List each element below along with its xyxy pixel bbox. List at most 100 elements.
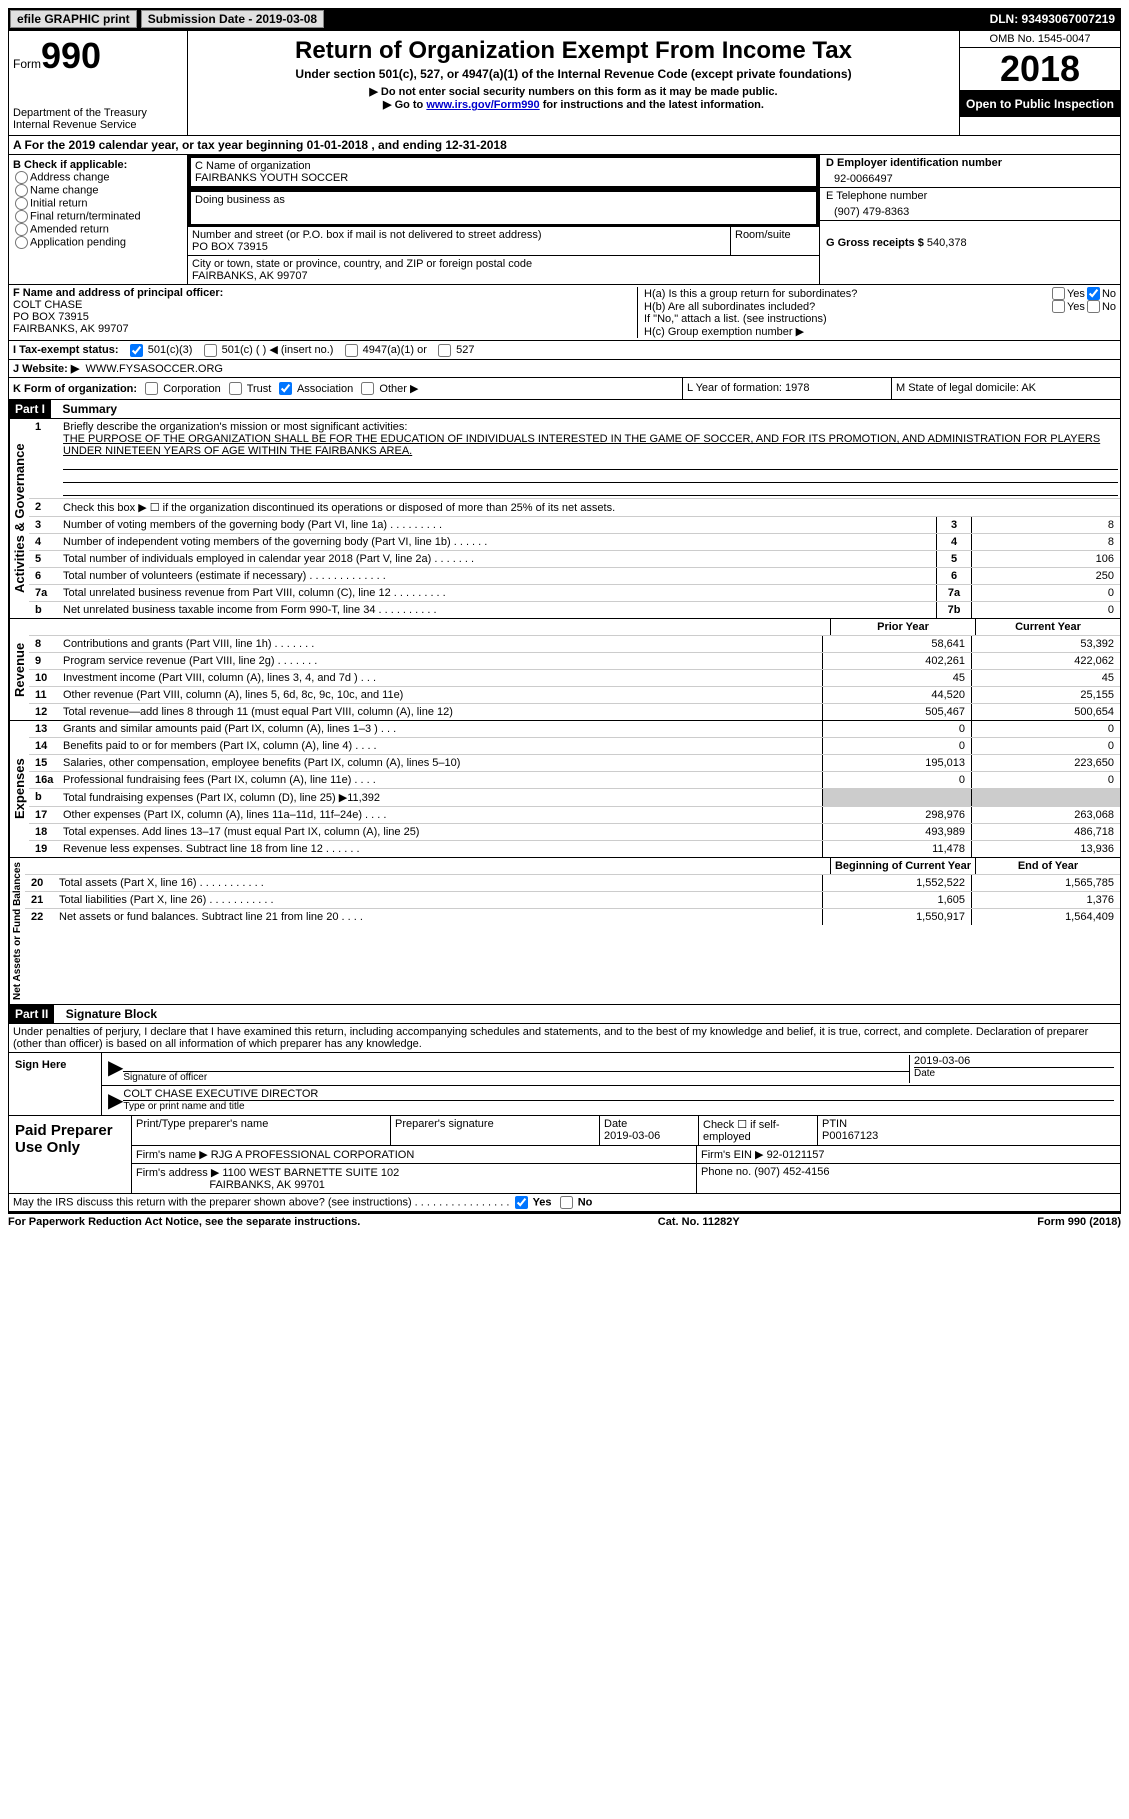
ha-label: H(a) Is this a group return for subordin… <box>644 288 1050 300</box>
irs-link[interactable]: www.irs.gov/Form990 <box>426 99 539 111</box>
part1-title: Summary <box>54 402 117 416</box>
association-checkbox[interactable] <box>279 382 292 395</box>
form-footer: Form 990 (2018) <box>1037 1216 1121 1228</box>
line6: Total number of volunteers (estimate if … <box>61 568 936 584</box>
column-b: B Check if applicable: Address change Na… <box>9 155 188 284</box>
4947a1-checkbox[interactable] <box>345 344 358 357</box>
state-domicile: M State of legal domicile: AK <box>891 378 1120 400</box>
527-checkbox[interactable] <box>438 344 451 357</box>
open-inspection: Open to Public Inspection <box>960 91 1120 117</box>
top-bar: efile GRAPHIC print Submission Date - 20… <box>8 8 1121 30</box>
dba-label: Doing business as <box>195 194 812 206</box>
ptin: P00167123 <box>822 1130 878 1142</box>
line20: Total assets (Part X, line 16) . . . . .… <box>57 875 822 891</box>
hb-label: H(b) Are all subordinates included? <box>644 301 1050 313</box>
preparer-sig-label: Preparer's signature <box>391 1116 600 1145</box>
501c-checkbox[interactable] <box>204 344 217 357</box>
trust-checkbox[interactable] <box>229 382 242 395</box>
line21: Total liabilities (Part X, line 26) . . … <box>57 892 822 908</box>
firm-phone: (907) 452-4156 <box>754 1166 829 1178</box>
part1-header: Part I <box>9 400 51 418</box>
part2-title: Signature Block <box>58 1007 157 1021</box>
line16a: Professional fundraising fees (Part IX, … <box>61 772 822 788</box>
activities-governance-label: Activities & Governance <box>9 419 29 618</box>
line14: Benefits paid to or for members (Part IX… <box>61 738 822 754</box>
name-change-radio[interactable] <box>15 184 28 197</box>
discuss-yes-checkbox[interactable] <box>515 1196 528 1209</box>
officer-name-title: COLT CHASE EXECUTIVE DIRECTOR <box>123 1088 1114 1100</box>
line16b: Total fundraising expenses (Part IX, col… <box>61 789 822 806</box>
ha-no-checkbox[interactable] <box>1087 287 1100 300</box>
ein: 92-0066497 <box>826 169 1114 185</box>
address-change-radio[interactable] <box>15 171 28 184</box>
officer-street: PO BOX 73915 <box>13 311 633 323</box>
omb-number: OMB No. 1545-0047 <box>960 31 1120 48</box>
check-applicable-label: B Check if applicable: <box>13 159 183 171</box>
tax-exempt-label: I Tax-exempt status: <box>13 344 119 356</box>
pra-notice: For Paperwork Reduction Act Notice, see … <box>8 1216 360 1228</box>
line1-label: Briefly describe the organization's miss… <box>63 421 407 433</box>
501c3-checkbox[interactable] <box>130 344 143 357</box>
hb-yes-checkbox[interactable] <box>1052 300 1065 313</box>
officer-city: FAIRBANKS, AK 99707 <box>13 323 633 335</box>
firm-ein: 92-0121157 <box>767 1149 825 1161</box>
line7a: Total unrelated business revenue from Pa… <box>61 585 936 601</box>
sig-officer-label: Signature of officer <box>123 1071 909 1083</box>
website-value: WWW.FYSASOCCER.ORG <box>85 363 223 375</box>
efile-print-button[interactable]: efile GRAPHIC print <box>10 10 137 28</box>
line17: Other expenses (Part IX, column (A), lin… <box>61 807 822 823</box>
form-subtitle: Under section 501(c), 527, or 4947(a)(1)… <box>192 67 955 81</box>
print-preparer-label: Print/Type preparer's name <box>132 1116 391 1145</box>
street: PO BOX 73915 <box>192 241 726 253</box>
tax-year: 2018 <box>960 48 1120 91</box>
website-label: J Website: ▶ <box>13 363 79 375</box>
ha-yes-checkbox[interactable] <box>1052 287 1065 300</box>
corporation-checkbox[interactable] <box>145 382 158 395</box>
discuss-no-checkbox[interactable] <box>560 1196 573 1209</box>
end-year-header: End of Year <box>975 858 1120 874</box>
line15: Salaries, other compensation, employee b… <box>61 755 822 771</box>
year-formation: L Year of formation: 1978 <box>682 378 891 400</box>
line11: Other revenue (Part VIII, column (A), li… <box>61 687 822 703</box>
hb-no-checkbox[interactable] <box>1087 300 1100 313</box>
line4-value: 8 <box>971 534 1120 550</box>
other-checkbox[interactable] <box>361 382 374 395</box>
begin-year-header: Beginning of Current Year <box>830 858 975 874</box>
room-suite-label: Room/suite <box>730 227 819 256</box>
expenses-label: Expenses <box>9 721 29 857</box>
line4: Number of independent voting members of … <box>61 534 936 550</box>
line12: Total revenue—add lines 8 through 11 (mu… <box>61 704 822 720</box>
line2: Check this box ▶ ☐ if the organization d… <box>61 499 1120 516</box>
amended-return-radio[interactable] <box>15 223 28 236</box>
line13: Grants and similar amounts paid (Part IX… <box>61 721 822 737</box>
form-number: 990 <box>41 35 101 76</box>
dept-treasury: Department of the Treasury <box>13 107 183 119</box>
line8: Contributions and grants (Part VIII, lin… <box>61 636 822 652</box>
final-return-radio[interactable] <box>15 210 28 223</box>
telephone: (907) 479-8363 <box>826 202 1114 218</box>
prior-year-header: Prior Year <box>830 619 975 635</box>
telephone-label: E Telephone number <box>826 190 1114 202</box>
initial-return-radio[interactable] <box>15 197 28 210</box>
section-a: A For the 2019 calendar year, or tax yea… <box>8 136 1121 155</box>
ssn-note: ▶ Do not enter social security numbers o… <box>192 85 955 98</box>
sig-date-label: Date <box>914 1067 1114 1079</box>
line19: Revenue less expenses. Subtract line 18 … <box>61 841 822 857</box>
penalty-text: Under penalties of perjury, I declare th… <box>9 1024 1120 1052</box>
net-assets-label: Net Assets or Fund Balances <box>9 858 25 1004</box>
cat-no: Cat. No. 11282Y <box>658 1216 740 1228</box>
paid-preparer-label: Paid Preparer Use Only <box>9 1116 132 1193</box>
firm-address2: FAIRBANKS, AK 99701 <box>209 1179 325 1191</box>
revenue-label: Revenue <box>9 619 29 720</box>
officer-name: COLT CHASE <box>13 299 633 311</box>
line5: Total number of individuals employed in … <box>61 551 936 567</box>
application-pending-radio[interactable] <box>15 236 28 249</box>
prep-date: 2019-03-06 <box>604 1130 660 1142</box>
line7a-value: 0 <box>971 585 1120 601</box>
irs-label: Internal Revenue Service <box>13 119 183 131</box>
principal-officer-label: F Name and address of principal officer: <box>13 287 223 299</box>
line3-value: 8 <box>971 517 1120 533</box>
sign-here-label: Sign Here <box>9 1053 102 1115</box>
line10: Investment income (Part VIII, column (A)… <box>61 670 822 686</box>
form-org-label: K Form of organization: <box>13 383 137 395</box>
